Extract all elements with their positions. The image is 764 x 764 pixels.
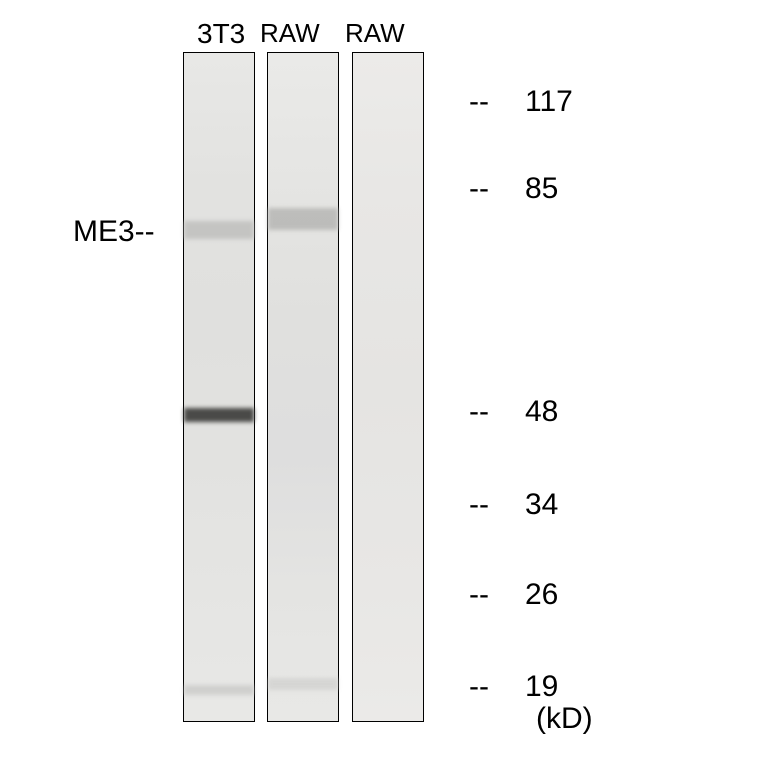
band-0-1	[184, 408, 254, 422]
marker-tick-5: --	[469, 670, 489, 704]
marker-tick-3: --	[469, 488, 489, 522]
marker-tick-1: --	[469, 172, 489, 206]
blot-container: 3T3 RAW RAW ME3-- -- 117 -- 85 -- 48 -- 34 -- 26 -- 1…	[0, 0, 764, 764]
marker-tick-4: --	[469, 578, 489, 612]
marker-tick-0: --	[469, 85, 489, 119]
lane-header-2: RAW	[345, 18, 405, 49]
marker-tick-2: --	[469, 395, 489, 429]
unit-label: (kD)	[536, 702, 593, 736]
band-0-0	[184, 221, 254, 239]
lane-2	[352, 52, 424, 722]
marker-label-1: 85	[525, 172, 558, 206]
marker-label-4: 26	[525, 578, 558, 612]
marker-label-2: 48	[525, 395, 558, 429]
band-1-0	[268, 208, 338, 230]
marker-label-5: 19	[525, 670, 558, 704]
lane-header-0: 3T3	[197, 18, 245, 50]
lane-1	[267, 52, 339, 722]
band-0-2	[184, 685, 254, 695]
marker-label-0: 117	[525, 85, 573, 119]
protein-label: ME3--	[73, 215, 155, 249]
lane-0	[183, 52, 255, 722]
band-1-1	[268, 678, 338, 690]
lane-header-1: RAW	[260, 18, 320, 49]
marker-label-3: 34	[525, 488, 558, 522]
